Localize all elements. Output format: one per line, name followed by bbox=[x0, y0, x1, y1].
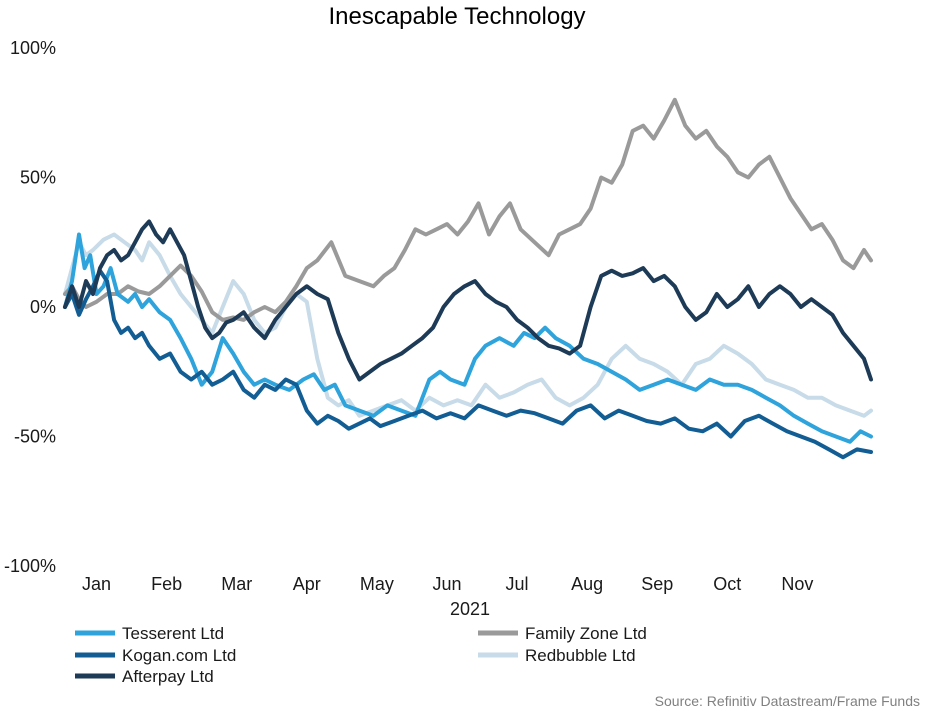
y-tick-label: 50% bbox=[20, 168, 56, 188]
plot-area bbox=[63, 97, 873, 460]
legend-item: Tesserent Ltd bbox=[75, 624, 224, 643]
legend-item: Kogan.com Ltd bbox=[75, 646, 236, 665]
y-tick-label: 0% bbox=[30, 297, 56, 317]
x-tick-label: Feb bbox=[151, 574, 182, 594]
legend-label: Afterpay Ltd bbox=[122, 667, 214, 686]
x-tick-label: Jan bbox=[82, 574, 111, 594]
x-tick-label: Mar bbox=[221, 574, 252, 594]
y-axis-ticks: 100% 50% 0% -50% -100% bbox=[4, 38, 56, 576]
legend-item: Afterpay Ltd bbox=[75, 667, 214, 686]
chart-title: Inescapable Technology bbox=[328, 3, 585, 30]
series-line-afterpay-ltd bbox=[63, 219, 873, 382]
legend-label: Redbubble Ltd bbox=[525, 646, 636, 665]
x-tick-label: Jun bbox=[432, 574, 461, 594]
x-tick-label: Oct bbox=[713, 574, 741, 594]
x-tick-label: Aug bbox=[571, 574, 603, 594]
y-tick-label: 100% bbox=[10, 38, 56, 58]
legend: Tesserent Ltd Family Zone Ltd Kogan.com Lt… bbox=[75, 624, 647, 686]
x-axis-label: 2021 bbox=[450, 599, 490, 619]
x-tick-label: May bbox=[360, 574, 394, 594]
series-line-redbubble-ltd bbox=[63, 232, 873, 418]
x-tick-label: Sep bbox=[641, 574, 673, 594]
x-axis-ticks: Jan Feb Mar Apr May Jun Jul Aug Sep Oct Nov bbox=[82, 574, 813, 594]
y-tick-label: -100% bbox=[4, 556, 56, 576]
x-tick-label: Apr bbox=[293, 574, 321, 594]
series-line-tesserent-ltd bbox=[63, 232, 873, 444]
legend-label: Tesserent Ltd bbox=[122, 624, 224, 643]
x-tick-label: Jul bbox=[506, 574, 529, 594]
legend-label: Kogan.com Ltd bbox=[122, 646, 236, 665]
x-tick-label: Nov bbox=[781, 574, 813, 594]
legend-item: Redbubble Ltd bbox=[478, 646, 636, 665]
source-note: Source: Refinitiv Datastream/Frame Funds bbox=[655, 693, 920, 709]
series-line-kogan-com-ltd bbox=[63, 268, 873, 460]
legend-label: Family Zone Ltd bbox=[525, 624, 647, 643]
legend-item: Family Zone Ltd bbox=[478, 624, 647, 643]
y-tick-label: -50% bbox=[14, 427, 56, 447]
